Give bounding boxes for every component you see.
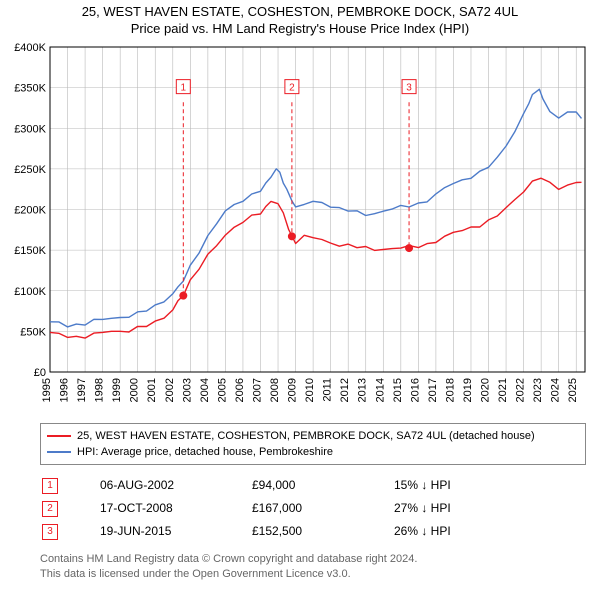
svg-text:2: 2 — [289, 82, 295, 93]
svg-text:£0: £0 — [34, 367, 46, 379]
legend-row: 25, WEST HAVEN ESTATE, COSHESTON, PEMBRO… — [47, 428, 579, 444]
svg-text:£200K: £200K — [14, 204, 46, 216]
svg-text:£150K: £150K — [14, 245, 46, 257]
marker-id-box: 1 — [42, 478, 58, 494]
svg-text:1995: 1995 — [41, 378, 53, 402]
markers-table: 1 06-AUG-2002£94,00015% ↓ HPI 2 17-OCT-2008… — [40, 473, 453, 544]
marker-row: 3 19-JUN-2015£152,50026% ↓ HPI — [42, 521, 451, 542]
marker-price: £167,000 — [252, 498, 392, 519]
svg-text:2004: 2004 — [199, 378, 211, 402]
chart-container: £0 £50K £100K £150K £200K £250K £300K £350K £400… — [10, 42, 590, 417]
svg-text:2017: 2017 — [427, 378, 439, 402]
svg-text:2001: 2001 — [146, 378, 158, 402]
title-line2: Price paid vs. HM Land Registry's House … — [0, 21, 600, 38]
svg-text:2023: 2023 — [532, 378, 544, 402]
svg-text:£100K: £100K — [14, 286, 46, 298]
svg-text:£400K: £400K — [14, 42, 46, 54]
svg-text:2021: 2021 — [497, 378, 509, 402]
legend-label: 25, WEST HAVEN ESTATE, COSHESTON, PEMBRO… — [77, 430, 535, 442]
license-line2: This data is licensed under the Open Gov… — [40, 567, 586, 582]
marker-id-box: 3 — [42, 524, 58, 540]
marker-diff: 26% ↓ HPI — [394, 521, 451, 542]
license-text: Contains HM Land Registry data © Crown c… — [40, 552, 586, 582]
svg-text:1999: 1999 — [111, 378, 123, 402]
svg-text:£350K: £350K — [14, 82, 46, 94]
svg-text:2003: 2003 — [181, 378, 193, 402]
svg-text:2015: 2015 — [392, 378, 404, 402]
svg-text:1: 1 — [181, 82, 187, 93]
svg-text:2005: 2005 — [216, 378, 228, 402]
marker-diff: 15% ↓ HPI — [394, 475, 451, 496]
svg-text:2019: 2019 — [462, 378, 474, 402]
svg-text:2012: 2012 — [339, 378, 351, 402]
svg-text:2022: 2022 — [515, 378, 527, 402]
marker-price: £94,000 — [252, 475, 392, 496]
svg-text:3: 3 — [406, 82, 412, 93]
svg-text:2010: 2010 — [304, 378, 316, 402]
svg-text:2002: 2002 — [164, 378, 176, 402]
marker-date: 06-AUG-2002 — [100, 475, 250, 496]
svg-text:1998: 1998 — [94, 378, 106, 402]
svg-text:2020: 2020 — [480, 378, 492, 402]
legend-swatch — [47, 435, 71, 437]
svg-text:2007: 2007 — [251, 378, 263, 402]
svg-text:£50K: £50K — [20, 326, 46, 338]
marker-row: 2 17-OCT-2008£167,00027% ↓ HPI — [42, 498, 451, 519]
chart-title-block: 25, WEST HAVEN ESTATE, COSHESTON, PEMBRO… — [0, 0, 600, 38]
svg-text:2013: 2013 — [357, 378, 369, 402]
svg-text:2018: 2018 — [444, 378, 456, 402]
marker-id-box: 2 — [42, 501, 58, 517]
marker-price: £152,500 — [252, 521, 392, 542]
svg-text:2009: 2009 — [287, 378, 299, 402]
price-chart: £0 £50K £100K £150K £200K £250K £300K £350K £400… — [10, 42, 590, 412]
license-line1: Contains HM Land Registry data © Crown c… — [40, 552, 586, 567]
legend-label: HPI: Average price, detached house, Pemb… — [77, 446, 333, 458]
svg-text:2011: 2011 — [322, 378, 334, 402]
svg-text:£250K: £250K — [14, 164, 46, 176]
svg-text:2014: 2014 — [374, 378, 386, 402]
marker-date: 17-OCT-2008 — [100, 498, 250, 519]
legend: 25, WEST HAVEN ESTATE, COSHESTON, PEMBRO… — [40, 423, 586, 465]
svg-text:2025: 2025 — [567, 378, 579, 402]
svg-text:2024: 2024 — [550, 378, 562, 402]
legend-row: HPI: Average price, detached house, Pemb… — [47, 444, 579, 460]
svg-text:2000: 2000 — [129, 378, 141, 402]
svg-text:2016: 2016 — [409, 378, 421, 402]
marker-date: 19-JUN-2015 — [100, 521, 250, 542]
svg-text:1997: 1997 — [76, 378, 88, 402]
svg-text:£300K: £300K — [14, 123, 46, 135]
marker-row: 1 06-AUG-2002£94,00015% ↓ HPI — [42, 475, 451, 496]
svg-text:2008: 2008 — [269, 378, 281, 402]
svg-text:1996: 1996 — [59, 378, 71, 402]
legend-swatch — [47, 451, 71, 453]
marker-diff: 27% ↓ HPI — [394, 498, 451, 519]
svg-text:2006: 2006 — [234, 378, 246, 402]
title-line1: 25, WEST HAVEN ESTATE, COSHESTON, PEMBRO… — [0, 4, 600, 21]
